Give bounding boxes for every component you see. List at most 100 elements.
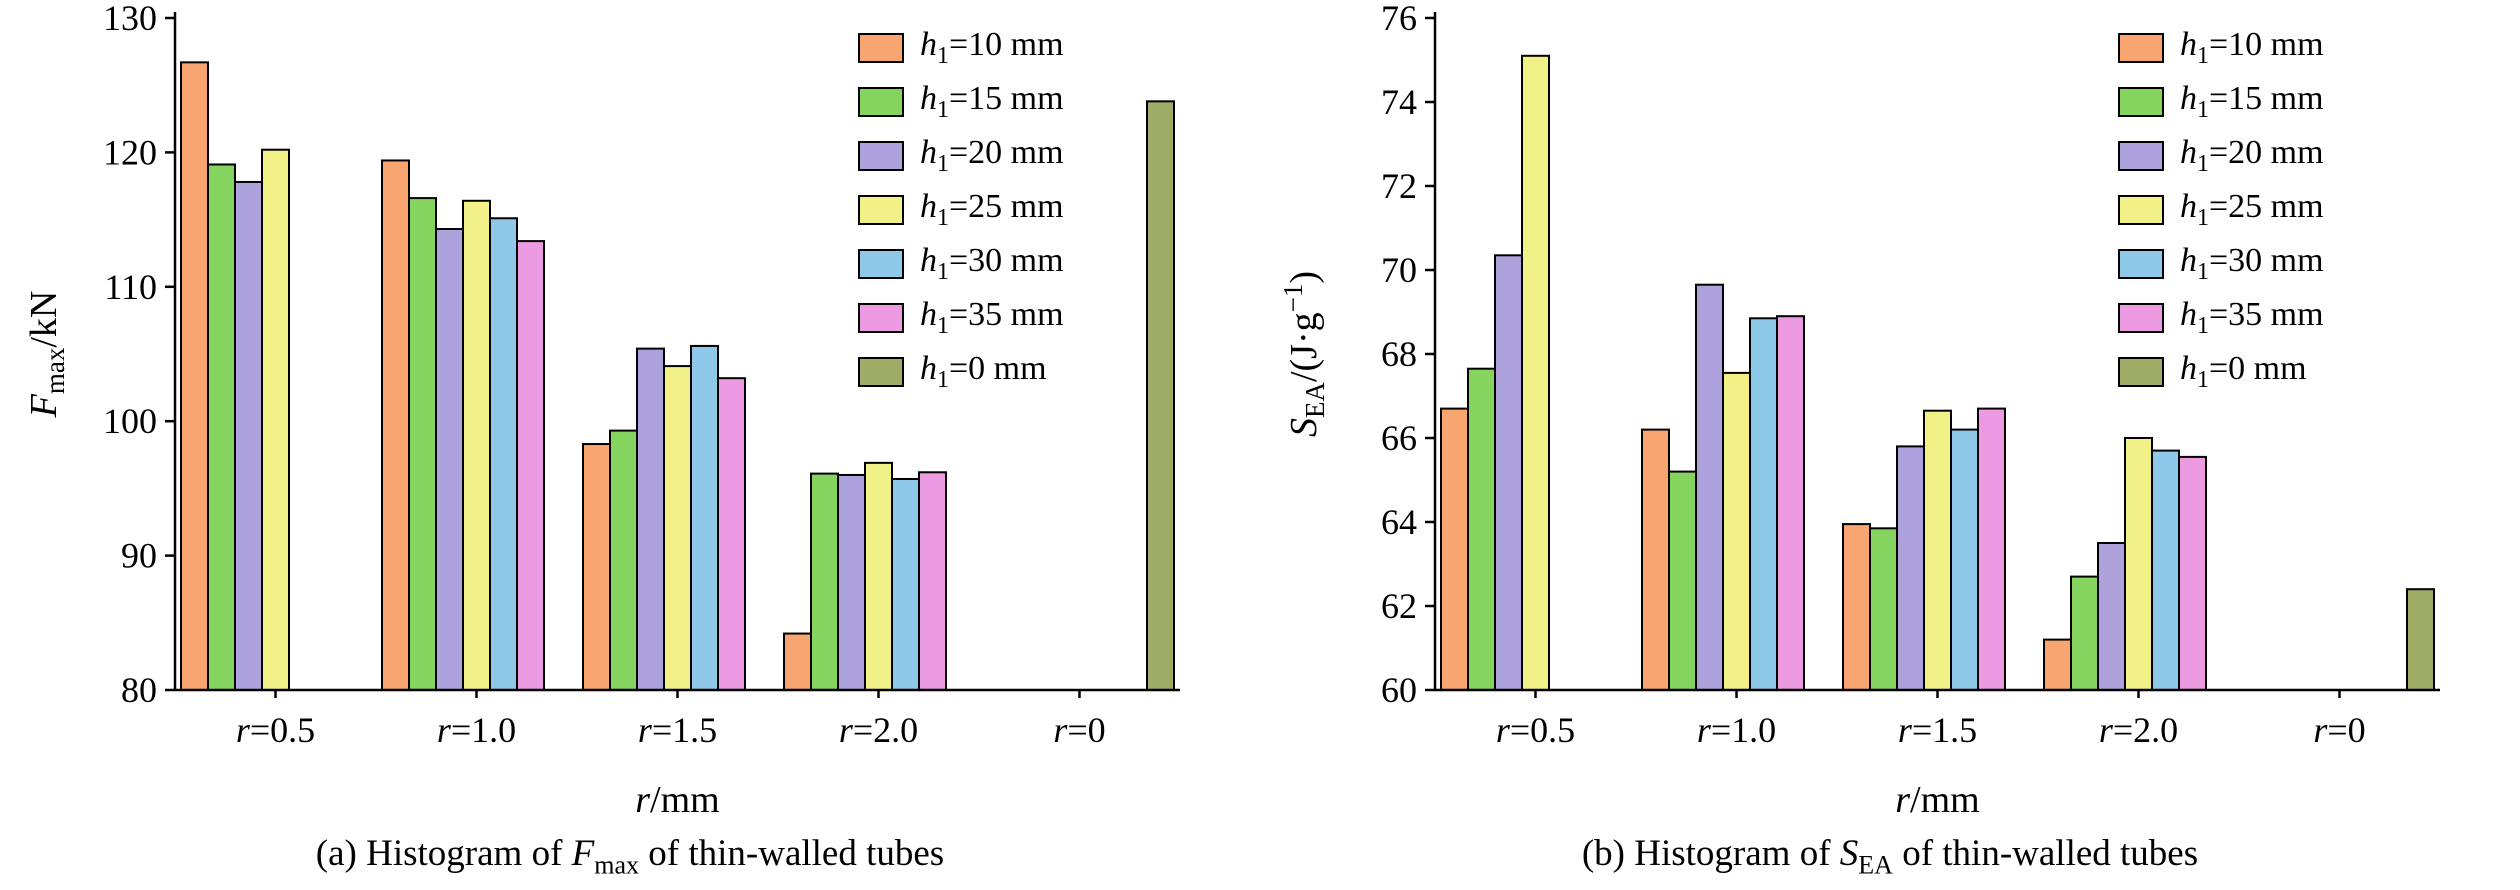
bar-h135mm-r1.0 [1776,315,1805,691]
x-axis-label: r/mm [1895,779,1979,821]
y-axis-label: SEA/(J·g−1) [1278,271,1330,437]
y-tick-label: 80 [121,670,157,710]
legend-label: h1=10 mm [2180,26,2324,69]
bar-h120mm-r2.0 [2097,542,2126,691]
bar-h135mm-r1.5 [717,377,746,691]
legend-label: h1=20 mm [920,134,1064,177]
bar-h130mm-r2.0 [2151,449,2180,691]
x-tick-label: r=0 [1053,710,1105,750]
y-tick-label: 100 [103,401,157,441]
bar-h120mm-r1.5 [1896,445,1925,691]
y-tick-label: 110 [104,267,157,307]
bar-h115mm-r0.5 [1467,367,1496,691]
chart-a-svg: 80 90 100 110 120 130 r=0.5 r=1.0 r=1.5 r=2.0 r=0 r… [23,0,1180,821]
bar-h110mm-r0.5 [1440,407,1469,691]
legend-item: h1=25 mm [2118,188,2324,232]
bar-h120mm-r0.5 [234,180,263,692]
x-tick-label: r=0.5 [1496,710,1575,750]
bar-h10mm-r0 [2406,588,2435,692]
legend-label: h1=30 mm [920,242,1064,285]
legend-swatch [2118,33,2164,63]
bar-h110mm-r0.5 [180,61,209,692]
x-tick-label: r=0.5 [236,710,315,750]
legend-swatch [858,249,904,279]
bar-h10mm-r0 [1146,100,1175,691]
y-axis-label: Fmax/kN [23,291,70,419]
legend-label: h1=15 mm [920,80,1064,123]
y-tick-label: 60 [1381,670,1417,710]
y-tick-label: 66 [1381,418,1417,458]
x-axis-label: r/mm [635,779,719,821]
y-tick-label: 90 [121,536,157,576]
y-tick-label: 120 [103,132,157,172]
bar-h115mm-r1.5 [1869,527,1898,691]
legend-swatch [2118,87,2164,117]
bar-h120mm-r2.0 [837,473,866,691]
caption-b: (b) Histogram of SEA of thin-walled tube… [1581,832,2199,879]
legend-item: h1=10 mm [2118,26,2324,70]
bar-h125mm-r0.5 [261,148,290,692]
bar-h130mm-r1.5 [690,344,719,691]
legend-item: h1=35 mm [858,296,1064,340]
legend-label: h1=30 mm [2180,242,2324,285]
legend-label: h1=25 mm [920,188,1064,231]
bar-h115mm-r2.0 [2070,575,2099,691]
bar-h135mm-r1.5 [1977,407,2006,691]
bar-h130mm-r2.0 [891,477,920,691]
x-tick-label: r=2.0 [839,710,918,750]
y-tick-label: 74 [1381,82,1417,122]
y-tick-label: 70 [1381,250,1417,290]
y-tick-label: 62 [1381,586,1417,626]
legend-item: h1=20 mm [858,134,1064,178]
y-tick-label: 72 [1381,166,1417,206]
bar-h125mm-r2.0 [2124,437,2153,691]
legend-item: h1=30 mm [858,242,1064,286]
x-tick-label: r=1.5 [638,710,717,750]
bar-h110mm-r1.0 [1641,428,1670,691]
x-tick-label: r=2.0 [2099,710,2178,750]
bar-h115mm-r1.0 [408,197,437,691]
legend-item: h1=30 mm [2118,242,2324,286]
bar-h110mm-r1.5 [582,443,611,691]
bar-h110mm-r1.5 [1842,523,1871,691]
bar-h135mm-r2.0 [918,471,947,691]
legend-label: h1=35 mm [2180,296,2324,339]
legend-item: h1=35 mm [2118,296,2324,340]
bar-h130mm-r1.0 [1749,317,1778,691]
bar-h110mm-r1.0 [381,159,410,692]
legend-item: h1=0 mm [2118,350,2324,394]
bar-h135mm-r1.0 [516,240,545,691]
legend-label: h1=25 mm [2180,188,2324,231]
legend-swatch [2118,141,2164,171]
bar-h115mm-r2.0 [810,472,839,691]
bar-h135mm-r2.0 [2178,455,2207,691]
legend-swatch [858,87,904,117]
chart-panel-a: 80 90 100 110 120 130 r=0.5 r=1.0 r=1.5 r=2.0 r=0 r… [23,0,1180,879]
legend-swatch [2118,357,2164,387]
legend-a: h1=10 mm h1=15 mm h1=20 mm h1=25 mm h1=30 mm… [858,26,1064,394]
y-tick-label: 68 [1381,334,1417,374]
bar-h125mm-r1.5 [1923,409,1952,691]
legend-label: h1=10 mm [920,26,1064,69]
legend-swatch [858,33,904,63]
y-tick-label: 76 [1381,0,1417,38]
legend-label: h1=20 mm [2180,134,2324,177]
chart-b-svg: 60 62 64 66 68 70 72 74 76 r=0.5 r=1.0 r=1.5 r=2.0 r=… [1278,0,2440,821]
chart-panel-b: 60 62 64 66 68 70 72 74 76 r=0.5 r=1.0 r=1.5 r=2.0 r=… [1260,0,2520,890]
bar-h125mm-r1.0 [462,199,491,691]
legend-item: h1=15 mm [2118,80,2324,124]
x-tick-label: r=1.0 [1697,710,1776,750]
bar-h110mm-r2.0 [2043,638,2072,691]
bar-h120mm-r1.0 [1695,283,1724,691]
legend-b: h1=10 mm h1=15 mm h1=20 mm h1=25 mm h1=30 mm… [2118,26,2324,394]
y-tick-label: 130 [103,0,157,38]
legend-swatch [2118,249,2164,279]
bar-h115mm-r0.5 [207,163,236,692]
x-tick-label: r=1.5 [1898,710,1977,750]
bar-h120mm-r1.0 [435,228,464,691]
legend-item: h1=0 mm [858,350,1064,394]
legend-item: h1=15 mm [858,80,1064,124]
legend-swatch [2118,303,2164,333]
bar-h125mm-r0.5 [1521,54,1550,692]
